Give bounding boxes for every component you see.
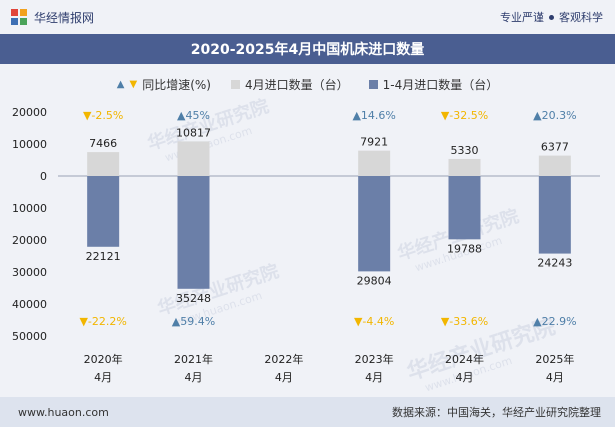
data-label-cumulative: 19788 (447, 242, 482, 255)
chart-title: 2020-2025年4月中国机床进口数量 (190, 42, 425, 58)
y-tick-label: 20000 (12, 106, 47, 119)
bar-april (448, 158, 481, 176)
data-label-cumulative: 22121 (86, 250, 121, 263)
data-label-cumulative: 35248 (176, 292, 211, 305)
y-tick-label: 10000 (12, 202, 47, 215)
growth-label-down: ▼-4.4% (354, 315, 394, 328)
x-tick-label: 4月 (365, 371, 383, 384)
y-tick-label: 10000 (12, 138, 47, 151)
data-label-cumulative: 29804 (357, 274, 392, 287)
legend-april: 4月进口数量（台） (230, 76, 349, 93)
growth-label-down: ▼-22.2% (79, 315, 126, 328)
brand-logo-icon (11, 9, 27, 25)
x-tick-label: 4月 (94, 371, 112, 384)
x-tick-label: 2024年 (445, 352, 484, 366)
data-label-april: 7466 (89, 137, 117, 150)
growth-label-up: ▲20.3% (533, 109, 576, 122)
footer-source: 数据来源：中国海关，华经产业研究院整理 (392, 406, 601, 419)
x-tick-label: 4月 (185, 371, 203, 384)
brand: 华经情报网 (10, 8, 94, 26)
x-tick-label: 4月 (275, 371, 293, 384)
x-tick-label: 2022年 (264, 352, 303, 366)
data-label-april: 5330 (451, 144, 479, 157)
brand-name: 华经情报网 (34, 10, 95, 25)
slogan: 专业严谨 客观科学 (500, 9, 603, 25)
data-label-april: 10817 (176, 126, 211, 139)
bar-cumulative (358, 176, 391, 272)
slogan-right: 客观科学 (559, 11, 603, 24)
chart-title-bar: 2020-2025年4月中国机床进口数量 (0, 34, 615, 64)
legend-cumulative: 1-4月进口数量（台） (368, 76, 499, 93)
up-triangle-icon: ▲ (116, 78, 125, 90)
bar-april (538, 155, 571, 176)
x-tick-label: 2020年 (84, 352, 123, 366)
footer-website: www.huaon.com (18, 405, 109, 419)
bar-cumulative (538, 176, 571, 254)
x-tick-label: 4月 (456, 371, 474, 384)
bar-cumulative (448, 176, 481, 240)
legend-growth-label: 同比增速(%) (142, 77, 211, 92)
data-label-april: 6377 (541, 141, 569, 154)
growth-label-up: ▲14.6% (352, 109, 395, 122)
footer: www.huaon.com 数据来源：中国海关，华经产业研究院整理 (0, 397, 615, 427)
x-tick-label: 2023年 (355, 352, 394, 366)
data-label-cumulative: 24243 (537, 257, 572, 270)
y-tick-label: 40000 (12, 298, 47, 311)
growth-label-up: ▲22.9% (533, 315, 576, 328)
growth-label-down: ▼-33.6% (441, 315, 488, 328)
y-tick-label: 30000 (12, 266, 47, 279)
bar-april (87, 152, 120, 176)
top-bar: 华经情报网 专业严谨 客观科学 (0, 0, 615, 34)
bar-cumulative (177, 176, 210, 289)
growth-label-down: ▼-32.5% (441, 109, 488, 122)
y-tick-label: 20000 (12, 234, 47, 247)
x-tick-label: 2021年 (174, 352, 213, 366)
legend-cumulative-swatch (368, 79, 378, 89)
data-label-april: 7921 (360, 136, 388, 149)
slogan-left: 专业严谨 (500, 11, 544, 24)
y-tick-label: 50000 (12, 330, 47, 343)
legend-april-swatch (230, 79, 240, 89)
y-tick-label: 0 (40, 170, 47, 183)
legend-april-label: 4月进口数量（台） (244, 77, 349, 92)
growth-label-up: ▲45% (177, 109, 210, 122)
bar-cumulative (87, 176, 120, 247)
bar-april (177, 141, 210, 176)
down-triangle-icon: ▼ (129, 78, 138, 90)
chart-plot: 华经产业研究院www.huaon.com华经产业研究院www.huaon.com… (12, 95, 600, 394)
legend-growth: ▲ ▼ 同比增速(%) (117, 76, 211, 93)
growth-label-down: ▼-2.5% (83, 109, 123, 122)
slogan-dot-icon (549, 14, 554, 20)
growth-label-up: ▲59.4% (172, 315, 215, 328)
chart-legend: ▲ ▼ 同比增速(%) 4月进口数量（台） 1-4月进口数量（台） (0, 74, 615, 94)
x-tick-label: 4月 (546, 371, 564, 384)
bar-april (358, 150, 391, 176)
legend-cumulative-label: 1-4月进口数量（台） (382, 77, 499, 92)
x-tick-label: 2025年 (535, 352, 574, 366)
